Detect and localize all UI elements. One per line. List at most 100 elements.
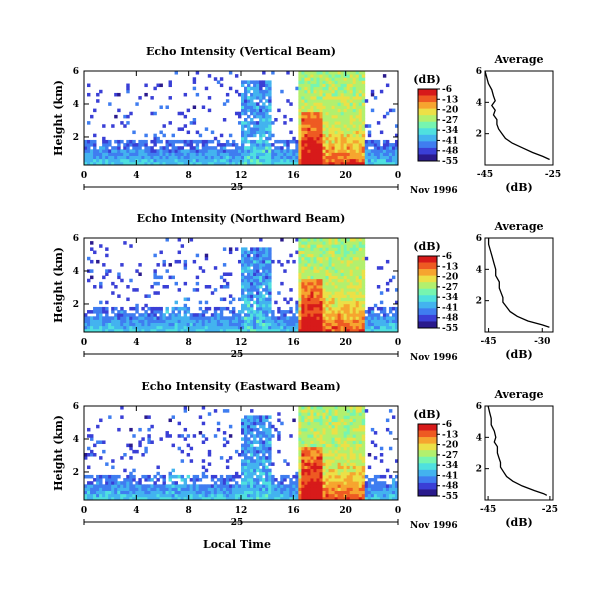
heatmap-cell xyxy=(120,456,124,460)
heatmap-cell xyxy=(156,487,160,491)
heatmap-cell xyxy=(322,241,326,245)
heatmap-cell xyxy=(328,471,332,476)
heatmap-cell xyxy=(358,306,363,311)
heatmap-cell xyxy=(322,155,326,160)
heatmap-cell xyxy=(256,127,260,131)
heatmap-cell xyxy=(96,161,100,166)
heatmap-cell xyxy=(198,300,203,305)
heatmap-cell xyxy=(361,247,366,251)
heatmap-cell xyxy=(391,275,396,280)
heatmap-cell xyxy=(337,412,342,416)
heatmap-cell xyxy=(132,316,136,320)
heatmap-cell xyxy=(361,487,366,491)
heatmap-cell xyxy=(189,328,194,333)
heatmap-cell xyxy=(355,453,360,457)
heatmap-cell xyxy=(150,152,154,156)
heatmap-cell xyxy=(301,130,305,135)
heatmap-cell xyxy=(322,158,326,163)
heatmap-cell xyxy=(298,456,302,460)
heatmap-cell xyxy=(102,325,106,330)
heatmap-cell xyxy=(159,130,163,135)
heatmap-cell xyxy=(105,300,109,305)
heatmap-cell xyxy=(108,269,112,273)
heatmap-cells xyxy=(84,406,399,501)
heatmap-cell xyxy=(165,139,169,144)
colorbar-tick-label: -20 xyxy=(442,441,458,451)
heatmap-cell xyxy=(304,465,308,470)
heatmap-cell xyxy=(301,465,305,470)
heatmap-cell xyxy=(87,328,91,333)
heatmap-cell xyxy=(316,149,320,153)
heatmap-cell xyxy=(373,146,378,150)
heatmap-cell xyxy=(114,493,118,498)
heatmap-cell xyxy=(364,256,369,261)
heatmap-cell xyxy=(388,155,393,160)
heatmap-cell xyxy=(352,114,357,119)
heatmap-cell xyxy=(286,319,290,323)
heatmap-cell xyxy=(222,278,227,283)
heatmap-cell xyxy=(304,294,308,298)
heatmap-cell xyxy=(376,493,381,498)
heatmap-cell xyxy=(352,272,357,276)
heatmap-cell xyxy=(328,133,332,138)
heatmap-cell xyxy=(367,319,372,323)
heatmap-cell xyxy=(388,152,393,156)
heatmap-cell xyxy=(328,409,332,413)
heatmap-cell xyxy=(96,259,100,264)
heatmap-cell xyxy=(228,161,233,166)
heatmap-cell xyxy=(123,328,127,333)
heatmap-cell xyxy=(340,149,345,153)
heatmap-cell xyxy=(144,294,148,298)
heatmap-cell xyxy=(262,158,266,163)
heatmap-cell xyxy=(189,149,194,153)
heatmap-cell xyxy=(189,313,194,317)
heatmap-cell xyxy=(277,481,281,485)
heatmap-cell xyxy=(156,310,160,314)
heatmap-cell xyxy=(307,285,311,289)
heatmap-cell xyxy=(198,155,203,160)
heatmap-cell xyxy=(349,124,354,128)
heatmap-cell xyxy=(358,71,363,75)
heatmap-cell xyxy=(310,136,314,141)
heatmap-cell xyxy=(307,421,311,426)
heatmap-cell xyxy=(84,313,88,317)
heatmap-cell xyxy=(322,440,326,444)
heatmap-cell xyxy=(316,272,320,276)
heatmap-cell xyxy=(292,481,296,485)
heatmap-cell xyxy=(135,303,139,308)
heatmap-cell xyxy=(286,161,290,166)
heatmap-cell xyxy=(244,456,248,460)
heatmap-cell xyxy=(168,493,172,498)
heatmap-cell xyxy=(334,412,339,416)
heatmap-cell xyxy=(331,263,335,267)
heatmap-cell xyxy=(325,244,329,248)
heatmap-cell xyxy=(364,490,369,495)
heatmap-cell xyxy=(259,325,263,330)
heatmap-cell xyxy=(361,278,366,283)
heatmap-cell xyxy=(210,130,215,135)
heatmap-cell xyxy=(355,71,360,75)
heatmap-cell xyxy=(126,443,130,448)
heatmap-cell xyxy=(165,161,169,166)
heatmap-cell xyxy=(259,111,263,116)
heatmap-cell xyxy=(213,322,218,327)
heatmap-cell xyxy=(316,468,320,473)
heatmap-cell xyxy=(123,143,127,147)
heatmap-cell xyxy=(316,259,320,264)
heatmap-cell xyxy=(90,493,94,498)
heatmap-cell xyxy=(111,325,115,330)
heatmap-cell xyxy=(319,297,323,302)
profile-line xyxy=(487,238,550,328)
heatmap-cell xyxy=(256,462,260,466)
heatmap-cell xyxy=(144,449,148,454)
heatmap-cell xyxy=(247,272,251,276)
heatmap-cell xyxy=(262,152,266,156)
heatmap-cell xyxy=(111,487,115,491)
heatmap-cell xyxy=(361,484,366,488)
heatmap-cell xyxy=(256,453,260,457)
heatmap-cell xyxy=(259,285,263,289)
heatmap-cell xyxy=(334,263,339,267)
heatmap-cell xyxy=(316,127,320,131)
heatmap-cell xyxy=(180,487,185,491)
heatmap-cell xyxy=(253,266,257,270)
